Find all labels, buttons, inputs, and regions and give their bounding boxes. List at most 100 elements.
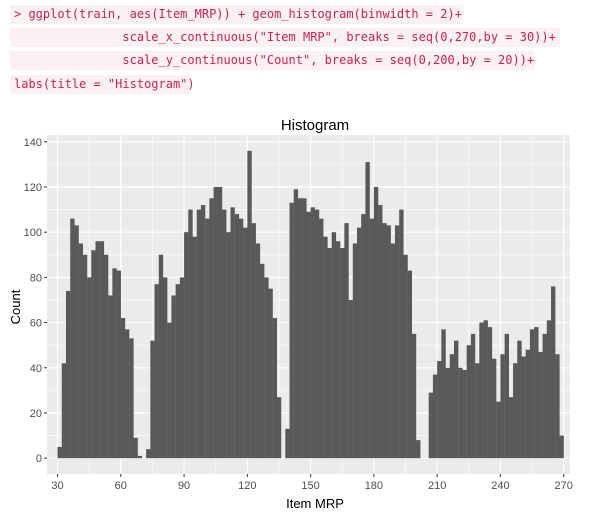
x-tick-label: 270: [554, 480, 572, 492]
histogram-bar: [361, 214, 366, 459]
x-tick-label: 240: [491, 480, 509, 492]
histogram-bar: [226, 232, 231, 459]
histogram-bar: [314, 209, 320, 459]
histogram-bar: [323, 236, 328, 459]
histogram-bar: [82, 254, 88, 459]
histogram-bar: [344, 223, 349, 459]
histogram-bar: [158, 254, 164, 459]
histogram-bar: [504, 333, 509, 459]
histogram-bar: [348, 299, 353, 459]
histogram-bar: [103, 254, 109, 459]
histogram-bar: [247, 150, 252, 459]
histogram-bar: [555, 354, 560, 459]
histogram-bar: [108, 295, 113, 459]
histogram-bar: [91, 250, 96, 459]
x-tick-label: 210: [428, 480, 446, 492]
histogram-bar: [525, 349, 531, 459]
y-tick-label: 140: [24, 137, 42, 149]
histogram-bar: [175, 284, 181, 459]
histogram-bar: [150, 340, 155, 459]
x-tick-label: 90: [178, 480, 190, 492]
histogram-bar: [188, 209, 193, 459]
histogram-bar: [243, 227, 248, 459]
histogram-bar: [479, 322, 484, 459]
histogram-bar: [129, 338, 134, 459]
histogram-bar: [209, 198, 214, 459]
histogram-bar: [470, 333, 476, 459]
histogram-bar: [154, 284, 159, 459]
histogram-bar: [386, 225, 391, 459]
histogram-bar: [365, 162, 370, 459]
histogram-bar: [255, 243, 261, 459]
histogram-bar: [416, 440, 421, 459]
y-tick-label: 120: [24, 182, 42, 194]
histogram-bar: [125, 329, 130, 459]
histogram-bar: [297, 198, 303, 459]
histogram-bar: [496, 401, 501, 459]
histogram-bar: [403, 254, 408, 459]
histogram-bar: [411, 333, 417, 459]
histogram-bar: [116, 270, 121, 459]
x-axis-title: Item MRP: [286, 496, 344, 511]
y-axis-ticks: 0 20 40 60 80 100 120 140: [24, 137, 47, 465]
y-tick-label: 20: [30, 408, 42, 420]
code-line-3: scale_y_continuous("Count", breaks = seq…: [10, 51, 535, 70]
histogram-bar: [357, 227, 362, 459]
histogram-bar: [99, 241, 105, 459]
histogram-bar: [487, 327, 493, 459]
histogram-bar: [390, 243, 396, 459]
x-tick-label: 120: [238, 480, 256, 492]
histogram-bar: [454, 340, 459, 459]
histogram-bar: [551, 286, 556, 459]
histogram-bar: [394, 225, 400, 459]
x-tick-label: 150: [301, 480, 319, 492]
histogram-bar: [306, 211, 311, 459]
y-tick-label: 80: [30, 272, 42, 284]
histogram-bar: [449, 354, 455, 459]
histogram-bar: [276, 397, 282, 459]
code-line-1: > ggplot(train, aes(Item_MRP)) + geom_hi…: [10, 5, 463, 24]
histogram-bar: [382, 223, 387, 459]
histogram-bar: [61, 363, 67, 459]
y-tick-label: 0: [36, 453, 42, 465]
histogram-bar: [184, 232, 189, 459]
y-tick-label: 60: [30, 318, 42, 330]
y-tick-label: 100: [24, 227, 42, 239]
histogram-bar: [432, 374, 438, 459]
histogram-bar: [491, 358, 497, 459]
histogram-bar: [559, 435, 564, 459]
histogram-bar: [162, 277, 168, 459]
histogram-bars: [57, 150, 564, 459]
histogram-bar: [458, 367, 463, 459]
histogram-bar: [137, 455, 143, 459]
histogram-bar: [293, 189, 299, 459]
histogram-bar: [222, 209, 227, 459]
histogram-bar: [407, 270, 412, 459]
code-line-4: labs(title = "Histogram"): [10, 75, 195, 94]
histogram-bar: [285, 428, 290, 459]
histogram-bar: [437, 361, 442, 459]
histogram-bar: [513, 363, 518, 459]
histogram-bar: [200, 205, 206, 459]
histogram-bar: [534, 327, 539, 459]
histogram-bar: [205, 218, 210, 459]
histogram-bar: [466, 345, 472, 459]
chart-title: Histogram: [281, 117, 349, 134]
histogram-bar: [230, 207, 235, 459]
histogram-bar: [74, 225, 79, 459]
histogram-bar: [327, 248, 332, 459]
x-tick-label: 60: [115, 480, 127, 492]
histogram-bar: [289, 202, 294, 459]
histogram-bar: [319, 218, 324, 459]
histogram-bar: [538, 351, 543, 459]
histogram-bar: [441, 329, 446, 459]
histogram-bar: [259, 263, 265, 459]
x-tick-label: 180: [365, 480, 383, 492]
histogram-bar: [517, 340, 522, 459]
histogram-bar: [462, 370, 467, 459]
code-line-2: scale_x_continuous("Item MRP", breaks = …: [10, 28, 560, 47]
histogram-bar: [78, 243, 84, 459]
histogram-bar: [264, 277, 269, 459]
histogram-bar: [331, 232, 337, 459]
histogram-bar: [302, 198, 307, 459]
